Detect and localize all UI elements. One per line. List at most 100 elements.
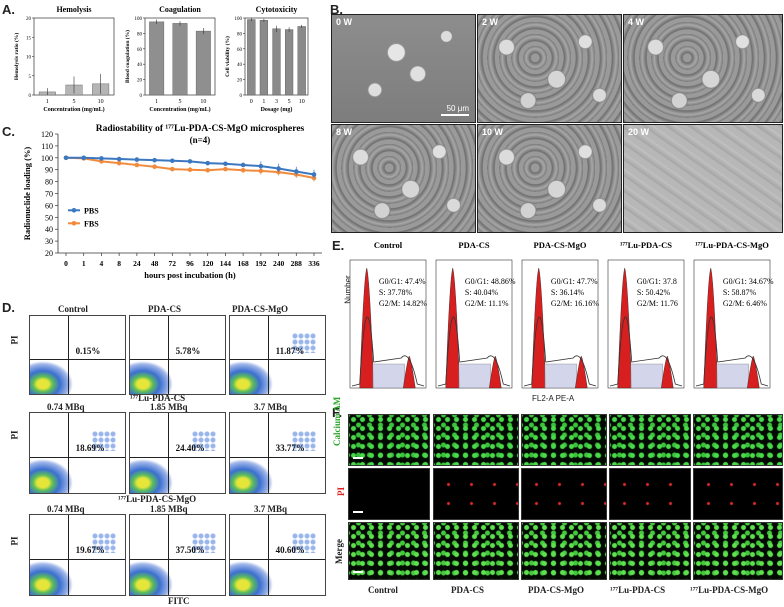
bar-ytick-label-1-0: 0 (140, 94, 143, 99)
cc-s-region-3 (630, 363, 663, 389)
line-point-1-1 (81, 155, 87, 161)
bar-2-1 (259, 20, 269, 96)
cc-s-region-1 (458, 363, 491, 389)
cc-s-region-4 (716, 363, 749, 389)
line-xtick-label-7: 96 (186, 259, 194, 268)
cc-title-4: ¹⁷⁷Lu-PDA-CS-MgO (695, 240, 769, 250)
bar-ytick-label-0-4: 20 (26, 17, 32, 22)
bar-ytick-label-0-3: 15 (26, 36, 32, 41)
cc-g2m-1: G2/M: 11.1% (465, 299, 509, 308)
cc-s-region-2 (544, 363, 577, 389)
bar-ytick-label-0-0: 0 (29, 94, 32, 99)
cc-s-3: S: 50.42% (637, 288, 671, 297)
ld-col-control: Control (368, 585, 398, 595)
cc-s-2: S: 36.14% (551, 288, 585, 297)
legend-marker-1 (71, 208, 77, 213)
bar-ytick-label-0-1: 5 (29, 75, 32, 80)
line-xtick-label-8: 120 (202, 259, 214, 268)
sem-label-20w: 20 W (628, 127, 650, 137)
line-xtick-label-11: 192 (255, 259, 267, 268)
flow-ylabel-row2: PI (9, 430, 20, 440)
ld-col-lu-pda-cs: ¹⁷⁷Lu-PDA-CS (610, 585, 666, 595)
sem-image-2w: 2 W (477, 14, 622, 123)
line-ytick-label-3: 50 (45, 213, 53, 222)
line-point-1-11 (258, 163, 264, 169)
cc-g0g1-2: G0/G1: 47.7% (551, 277, 598, 286)
cc-g2-peak-3 (661, 355, 674, 389)
flow-plot-lumgo-3-7: 40.60% (229, 514, 326, 596)
bar-xtick-0-2: 10 (98, 99, 104, 105)
flow-plot-lumgo-0-74: 19.67% (29, 514, 126, 596)
flow-title-control: Control (58, 304, 88, 314)
livedead-row-pi: PI (336, 487, 346, 496)
line-xtick-label-3: 8 (117, 259, 121, 268)
line-xtick-label-13: 288 (291, 259, 303, 268)
line-xtick-label-5: 48 (151, 259, 159, 268)
flow-plot-pda-cs: 5.78% (129, 315, 226, 395)
bar-title-2: Cytotoxicity (256, 5, 298, 14)
line-point-1-5 (152, 157, 157, 163)
cellcycle-xlabel: FL2-A PE-A (532, 394, 575, 403)
sem-scale-bar (441, 114, 469, 116)
line-xtick-label-6: 72 (169, 259, 177, 268)
bar-ytick-label-1-3: 60 (137, 48, 143, 53)
flow-plot-lu-1-85: 24.40% (129, 412, 226, 494)
ld-pi-pda-cs (433, 468, 519, 520)
bar-xlabel-0: Concentration (mg/mL) (43, 106, 104, 113)
sem-label-10w: 10 W (482, 127, 504, 137)
livedead-row-merge: Merge (334, 539, 344, 564)
sem-image-10w: 10 W (477, 124, 622, 233)
panel-label-e: E. (332, 238, 345, 253)
line-ytick-label-5: 70 (45, 190, 53, 199)
sem-label-2w: 2 W (482, 17, 499, 27)
cc-g2-peak-0 (403, 355, 416, 389)
cc-title-3: ¹⁷⁷Lu-PDA-CS (620, 240, 672, 250)
line-point-0-5 (152, 164, 157, 170)
cellcycle-histograms: Control G0/G1: 47.4% S: 37.78% G2/M: 14.82%… (349, 240, 774, 389)
line-point-0-6 (169, 166, 175, 172)
cc-s-region-0 (372, 363, 405, 389)
ld-col-pda-cs: PDA-CS (451, 585, 484, 595)
ld-pi-lu-pda-cs-mgo (693, 468, 783, 520)
flow-pct-control: 0.15% (75, 345, 101, 356)
line-point-0-8 (205, 167, 211, 173)
ld-merge-control (348, 522, 430, 580)
bar-ylabel-1: Blood coagulation (%) (124, 30, 131, 83)
livedead-row-calcium: Calcium AM (332, 396, 342, 446)
flow-pct-pda-cs-mgo: 11.87% (275, 345, 305, 356)
line-point-0-11 (258, 168, 264, 174)
cc-fit-curve-2 (523, 316, 597, 387)
panel-label-b: B. (330, 2, 343, 17)
line-ytick-label-2: 40 (45, 225, 53, 234)
legend-label-1: PBS (84, 206, 99, 215)
flow-title-pda-cs: PDA-CS (148, 304, 181, 314)
line-title: Radiostability of ¹⁷⁷Lu-PDA-CS-MgO micro… (96, 124, 305, 134)
ld-merge-pda-cs (433, 522, 519, 580)
bar-xtick-2-2: 3 (275, 99, 278, 105)
bar-xtick-2-0: 0 (250, 99, 253, 105)
cc-title-0: Control (374, 240, 403, 250)
line-point-1-8 (205, 160, 211, 166)
line-point-1-14 (311, 172, 317, 177)
bar-xtick-2-4: 10 (299, 99, 305, 105)
line-ytick-label-10: 120 (41, 130, 53, 139)
ld-merge-lu-pda-cs-mgo (693, 522, 783, 580)
line-point-1-6 (169, 158, 175, 164)
bar-ytick-label-2-4: 80 (237, 32, 243, 37)
line-point-0-9 (223, 166, 228, 172)
line-xtick-label-12: 240 (273, 259, 285, 268)
cc-title-2: PDA-CS-MgO (534, 240, 587, 250)
flow-pct-r3-3: 40.60% (275, 545, 305, 556)
ld-calcium-lu-pda-cs (609, 414, 691, 466)
ld-calcium-control (348, 414, 430, 466)
line-ytick-label-4: 60 (45, 201, 53, 210)
line-point-1-12 (276, 166, 281, 171)
line-ytick-label-0: 20 (45, 249, 53, 258)
line-point-1-2 (99, 156, 104, 161)
flow-group-lu-pda-cs-mgo: ¹⁷⁷Lu-PDA-CS-MgO (118, 494, 197, 504)
bar-2-4 (297, 26, 306, 96)
line-ytick-label-7: 90 (45, 166, 53, 175)
bar-ytick-label-2-3: 60 (237, 48, 243, 53)
bar-ytick-label-1-2: 40 (137, 63, 143, 68)
line-point-1-13 (293, 169, 299, 174)
